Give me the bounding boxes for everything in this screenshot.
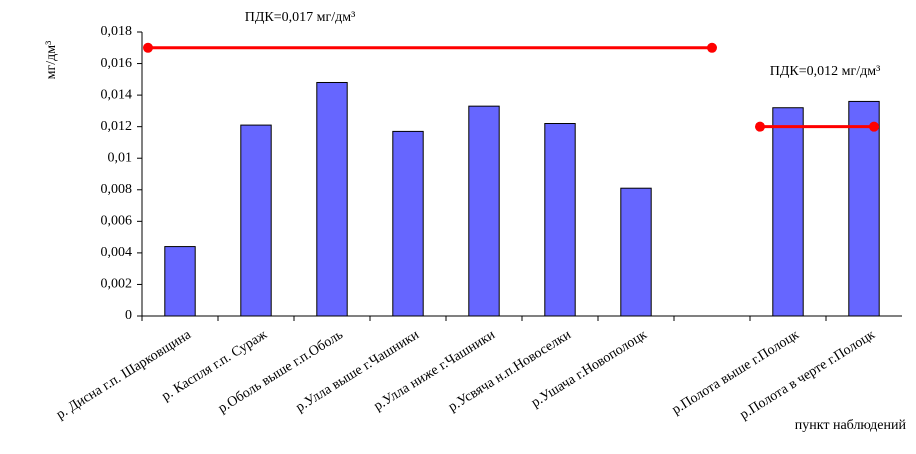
bar	[240, 124, 272, 317]
x-tick-label: р.Улла ниже г.Чашники	[371, 327, 498, 414]
bar	[316, 81, 348, 317]
y-tick-label: 0,008	[101, 182, 133, 197]
bar	[468, 105, 500, 317]
bar	[392, 130, 424, 317]
bar	[620, 187, 652, 317]
y-tick-label: 0	[125, 308, 132, 323]
x-tick-label: р.Усвяча н.п.Новоселки	[446, 327, 574, 415]
x-tick-label: р.Оболь выше г.п.Оболь	[216, 327, 346, 416]
y-tick-label: 0,018	[101, 24, 133, 39]
y-tick-label: 0,006	[101, 214, 133, 229]
reference-line-end	[143, 42, 153, 53]
y-tick-label: 0,01	[108, 150, 133, 165]
reference-line-label: ПДК=0,017 мг/дм³	[245, 10, 356, 25]
y-tick-label: 0,004	[101, 245, 133, 260]
y-axis-label: мг/дм³	[44, 41, 59, 80]
reference-line-end	[755, 121, 765, 132]
y-tick-label: 0,002	[101, 277, 133, 292]
reference-line-label: ПДК=0,012 мг/дм³	[770, 64, 881, 79]
x-tick-label: р. Дисна г.п. Шарковщина	[54, 327, 195, 423]
y-tick-label: 0,014	[101, 87, 133, 102]
reference-line-end	[869, 121, 879, 132]
y-tick-label: 0,012	[101, 119, 133, 134]
x-tick-label: р.Полота выше г.Полоцк	[670, 327, 802, 418]
x-axis-label: пункт наблюдений	[795, 418, 907, 433]
x-tick-label: р.Полота в черте г.Полоцк	[737, 327, 878, 423]
bar	[848, 100, 880, 317]
bar	[544, 123, 576, 317]
x-tick-label: р.Улла выше г.Чашники	[293, 327, 422, 415]
reference-line-end	[707, 42, 717, 53]
bar	[164, 246, 196, 317]
y-tick-label: 0,016	[101, 56, 133, 71]
bar	[772, 107, 804, 317]
